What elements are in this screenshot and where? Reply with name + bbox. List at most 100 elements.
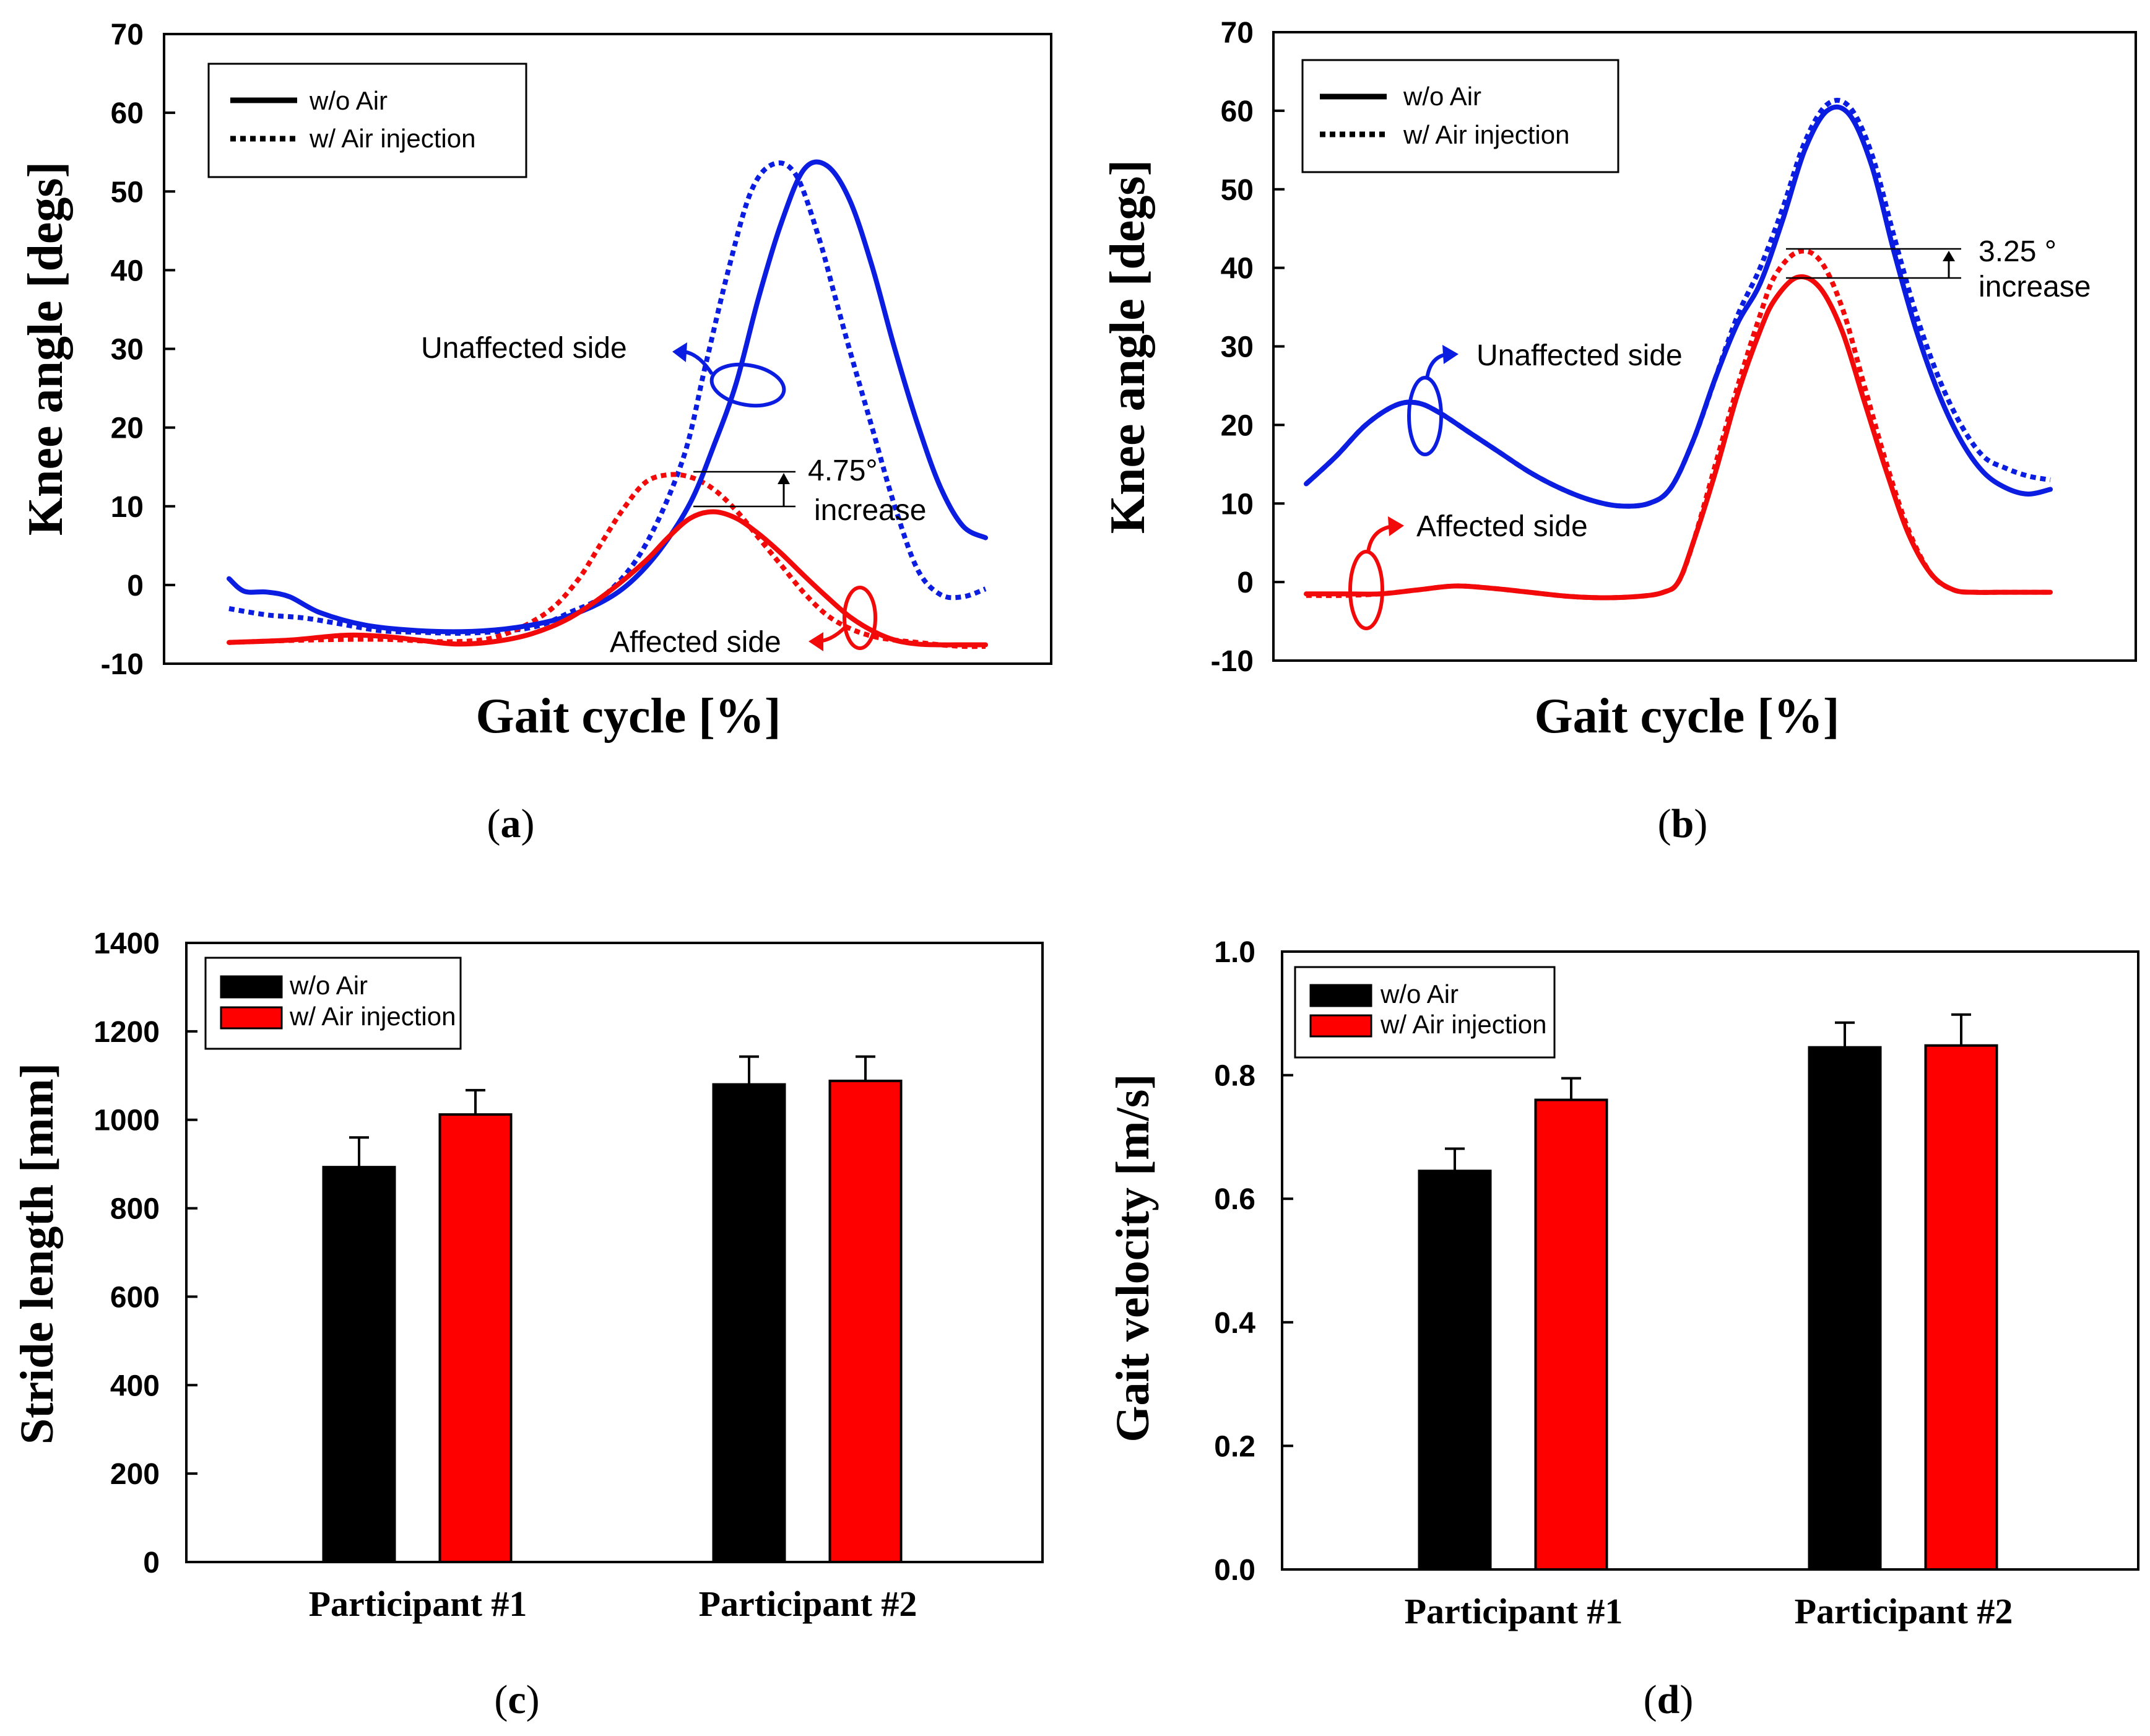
panel-d-bar-with-air-p1: [1534, 1098, 1608, 1571]
panel-c-caption: (c): [494, 1677, 539, 1722]
panel-a-series-lines: [227, 159, 988, 649]
panel-d-plot-frame: [1281, 950, 2139, 1571]
panel-b-increase-arrowhead: [1943, 251, 1955, 261]
panel-c-y-tick-label: 1400: [93, 927, 160, 960]
panel-c-legend-red-label: w/ Air injection: [289, 1002, 456, 1031]
panel-b-y-ticks: 70 60 50 40 30 20 10 0 -10: [1211, 17, 1254, 678]
panel-b-y-tick-label: 20: [1221, 409, 1254, 442]
panel-a-affected-label: Affected side: [610, 626, 781, 659]
panel-d-bars: [1418, 1013, 1998, 1571]
panel-b-series-lines: [1304, 98, 2053, 601]
panel-d-gait-velocity-chart: 1.00.80.60.40.20.0 Participant #1 Partici…: [1107, 936, 2139, 1722]
panel-c-bar-with-air-p2: [828, 1079, 903, 1564]
panel-b-plot-area: [1272, 31, 2137, 662]
panel-c-bar-without-air-p2: [712, 1083, 786, 1563]
panel-c-y-tick-label: 1200: [93, 1016, 160, 1049]
panel-a-unaffected-marker-ellipse: [709, 362, 786, 408]
panel-a-increase-value: 4.75°: [808, 454, 878, 487]
panel-a-line-unaffected-with-air: [228, 160, 987, 636]
panel-d-bar-without-air-p2: [1808, 1046, 1882, 1571]
panel-a-y-tick-label: 40: [111, 254, 144, 287]
panel-c-y-axis-label: Stride length [mm]: [11, 1063, 63, 1444]
panel-c-plot-frame: [185, 942, 1044, 1563]
panel-a-y-ticks: 70 60 50 40 30 20 10 0 -10: [101, 19, 144, 681]
panel-d-legend-red-label: w/ Air injection: [1380, 1010, 1546, 1039]
panel-b-line-affected-without-air: [1304, 274, 2053, 601]
panel-d-bar-without-air-p1: [1418, 1170, 1492, 1571]
panel-d-legend: w/o Air w/ Air injection: [1294, 966, 1556, 1059]
panel-b-line-affected-with-air: [1306, 248, 2050, 601]
panel-b-unaffected-label: Unaffected side: [1476, 339, 1683, 372]
panel-b-legend-dotted-label: w/ Air injection: [1403, 120, 1569, 149]
panel-a-x-axis-label: Gait cycle [%]: [475, 689, 781, 744]
panel-b-increase-value: 3.25 °: [1979, 235, 2057, 268]
panel-c-x-categories: Participant #1 Participant #2: [309, 1584, 917, 1624]
panel-d-legend-box: [1294, 966, 1556, 1059]
panel-a-y-tick-label: 50: [111, 176, 144, 209]
panel-a-unaffected-label: Unaffected side: [421, 332, 627, 365]
panel-b-caption: (b): [1658, 801, 1708, 846]
panel-b-y-tick-label: 0: [1237, 566, 1254, 599]
panel-b-y-tick-label: 50: [1221, 174, 1254, 207]
panel-b-y-tick-label: 30: [1221, 331, 1254, 364]
panel-b-y-tick-label: 40: [1221, 253, 1254, 285]
panel-c-legend-box: [204, 957, 462, 1050]
panel-b-legend-box: [1301, 59, 1619, 173]
panel-b-affected-arrowhead: [1388, 516, 1404, 536]
panel-a-legend: w/o Air w/ Air injection: [207, 63, 527, 178]
panel-a-legend-box: [207, 63, 527, 178]
panel-d-y-tick-label: 0.6: [1214, 1183, 1255, 1216]
panel-d-y-ticks: 1.0 0.8 0.6 0.4 0.2 0.0: [1214, 936, 1255, 1587]
panel-c-legend-black-swatch: [220, 975, 283, 999]
panel-b-increase-word: increase: [1979, 271, 2091, 303]
panel-d-y-tick-label: 0.4: [1214, 1307, 1255, 1340]
panel-b-annotations: Unaffected side Affected side 3.25 ° inc…: [1348, 235, 2091, 630]
panel-c-y-tick-label: 200: [110, 1458, 160, 1491]
panel-a-caption: (a): [487, 801, 535, 846]
panel-d-legend-black-label: w/o Air: [1380, 979, 1459, 1009]
panel-c-y-tick-label: 600: [110, 1281, 160, 1314]
panel-a-legend-dotted-label: w/ Air injection: [309, 124, 475, 153]
panel-b-line-unaffected-with-air: [1304, 98, 2051, 509]
panel-c-plot-area: [185, 942, 1044, 1564]
panel-d-y-axis-label: Gait velocity [m/s]: [1107, 1074, 1159, 1442]
panel-b-caption-letter: b: [1671, 801, 1694, 846]
panel-b-y-axis-label: Knee angle [degs]: [1101, 160, 1155, 534]
panel-b-unaffected-arrowhead: [1442, 345, 1459, 364]
panel-a-y-tick-label: 60: [111, 97, 144, 130]
panel-a-increase-arrowhead: [778, 473, 790, 484]
panel-d-caption: (d): [1644, 1677, 1694, 1722]
panel-d-y-tick-label: 0.0: [1214, 1554, 1255, 1587]
panel-d-plot-area: [1281, 950, 2139, 1571]
panel-a-affected-arrowhead: [808, 632, 823, 651]
panel-d-x-category-label: Participant #1: [1405, 1591, 1623, 1631]
panel-c-x-category-label: Participant #1: [309, 1584, 527, 1624]
panel-d-y-tick-label: 1.0: [1214, 936, 1255, 969]
panel-a-y-tick-label: 70: [111, 19, 144, 51]
panel-c-y-tick-label: 0: [143, 1547, 160, 1579]
panel-b-y-tick-label: 10: [1221, 488, 1254, 521]
panel-d-legend-red-swatch: [1309, 1014, 1372, 1038]
panel-b-affected-label: Affected side: [1416, 510, 1588, 543]
panel-d-bar-with-air-p2: [1924, 1044, 1998, 1571]
panel-b-affected-marker-ellipse: [1348, 550, 1384, 630]
panel-d-y-tick-label: 0.8: [1214, 1060, 1255, 1093]
panel-c-y-tick-label: 800: [110, 1193, 160, 1226]
panel-b-y-tick-label: 70: [1221, 17, 1254, 50]
panel-a-caption-letter: a: [501, 801, 521, 846]
panel-a-unaffected-arrowhead: [672, 342, 687, 362]
panel-a-legend-solid-label: w/o Air: [309, 86, 388, 115]
panel-b-knee-angle-chart: 70 60 50 40 30 20 10 0 -10 Unaffected side Affec…: [1101, 17, 2137, 846]
panel-a-plot-area: [163, 33, 1052, 665]
panel-c-caption-letter: c: [508, 1677, 526, 1722]
panel-a-y-tick-label: 10: [111, 491, 144, 524]
panel-c-bar-with-air-p1: [438, 1113, 513, 1563]
panel-c-stride-length-chart: 1400 1200 1000 800 600 400 200 0 Participant #1…: [11, 927, 1044, 1722]
panel-c-y-ticks: 1400 1200 1000 800 600 400 200 0: [93, 927, 160, 1579]
panel-d-x-categories: Participant #1 Participant #2: [1405, 1591, 2013, 1631]
panel-c-y-tick-label: 400: [110, 1369, 160, 1402]
panel-b-legend-solid-label: w/o Air: [1403, 82, 1481, 111]
panel-a-affected-marker-ellipse: [843, 586, 877, 650]
panel-b-legend: w/o Air w/ Air injection: [1301, 59, 1619, 173]
panel-a-line-affected-without-air: [227, 509, 988, 648]
